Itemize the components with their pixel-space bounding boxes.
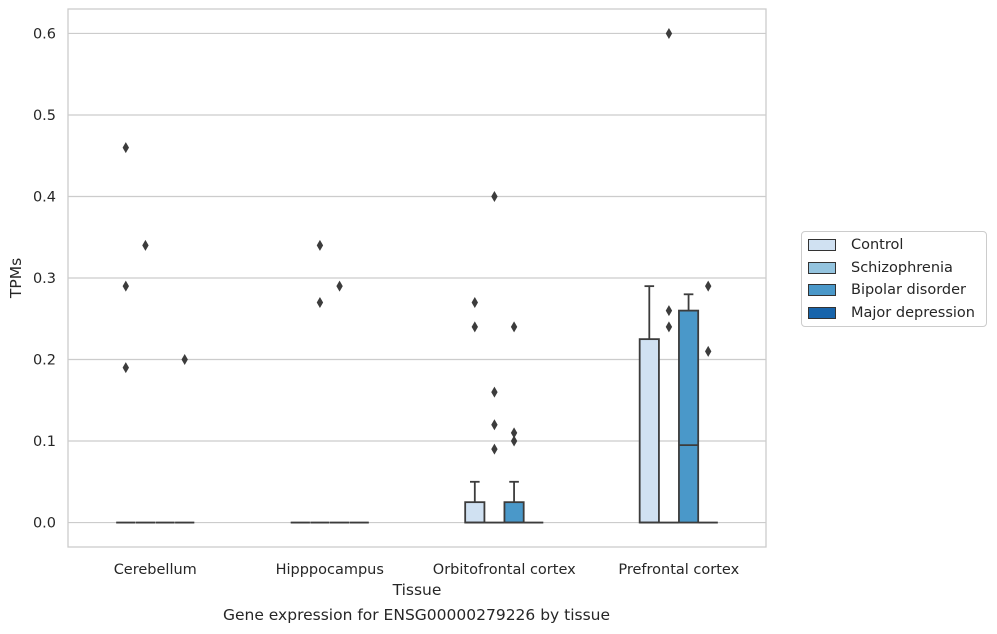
- outlier-point: [491, 443, 498, 455]
- outlier-point: [491, 386, 498, 398]
- legend-swatch: [808, 239, 836, 251]
- outlier-point: [122, 362, 130, 374]
- outlier-point: [510, 435, 518, 447]
- y-tick-label: 0.5: [33, 108, 56, 124]
- legend-label: Schizophrenia: [851, 259, 953, 276]
- plot-frame: [67, 8, 767, 548]
- box: [638, 338, 660, 524]
- x-axis: Cerebellum Hipppocampus Orbitofrontal cort…: [114, 562, 740, 578]
- outlier-point: [122, 280, 130, 292]
- outlier-point: [665, 27, 673, 39]
- box: [503, 501, 525, 524]
- y-tick-label: 0.4: [33, 189, 56, 205]
- outlier-point: [122, 142, 130, 154]
- outlier-point: [316, 296, 324, 308]
- outlier-point: [491, 190, 498, 202]
- y-tick-label: 0.6: [33, 26, 56, 42]
- outlier-point: [336, 280, 343, 292]
- legend-label: Control: [851, 237, 904, 253]
- legend: Control Schizophrenia Bipolar disorder Majo…: [801, 231, 987, 327]
- y-tick-label: 0.3: [33, 271, 56, 287]
- outlier-point: [142, 239, 149, 251]
- outlier-point: [510, 427, 518, 439]
- outlier-point: [704, 345, 712, 357]
- grid-lines: [68, 32, 766, 524]
- x-tick-label: Prefrontal cortex: [618, 562, 739, 578]
- x-tick-label: Cerebellum: [114, 562, 197, 578]
- outlier-point: [704, 280, 712, 292]
- outlier-point: [181, 354, 188, 366]
- outlier-point: [316, 239, 324, 251]
- box: [464, 501, 486, 524]
- y-tick-label: 0.2: [33, 353, 56, 369]
- y-tick-label: 0.0: [33, 516, 56, 532]
- outlier-point: [510, 321, 518, 333]
- legend-item: Bipolar disorder: [808, 280, 966, 300]
- y-axis-label: TPMs: [7, 258, 25, 299]
- legend-swatch: [808, 306, 836, 319]
- legend-swatch: [808, 261, 836, 274]
- x-tick-label: Hipppocampus: [276, 562, 384, 578]
- y-axis: 0.0 0.1 0.2 0.3 0.4 0.5 0.6: [33, 26, 56, 531]
- x-tick-label: Orbitofrontal cortex: [433, 562, 576, 578]
- legend-swatch: [808, 284, 836, 297]
- outlier-point: [665, 321, 673, 333]
- plot-marks: [116, 27, 718, 524]
- outlier-point: [665, 305, 673, 317]
- legend-label: Bipolar disorder: [851, 282, 966, 299]
- legend-item: Control: [808, 235, 903, 255]
- chart-caption: Gene expression for ENSG00000279226 by t…: [222, 606, 611, 624]
- legend-label: Major depression: [851, 304, 975, 321]
- outlier-point: [471, 321, 479, 333]
- x-axis-label: Tissue: [392, 581, 442, 599]
- y-tick-label: 0.1: [33, 434, 56, 450]
- legend-item: Major depression: [808, 303, 975, 323]
- legend-item: Schizophrenia: [808, 258, 953, 278]
- box: [678, 309, 700, 524]
- outlier-point: [471, 296, 479, 308]
- outlier-point: [491, 419, 498, 431]
